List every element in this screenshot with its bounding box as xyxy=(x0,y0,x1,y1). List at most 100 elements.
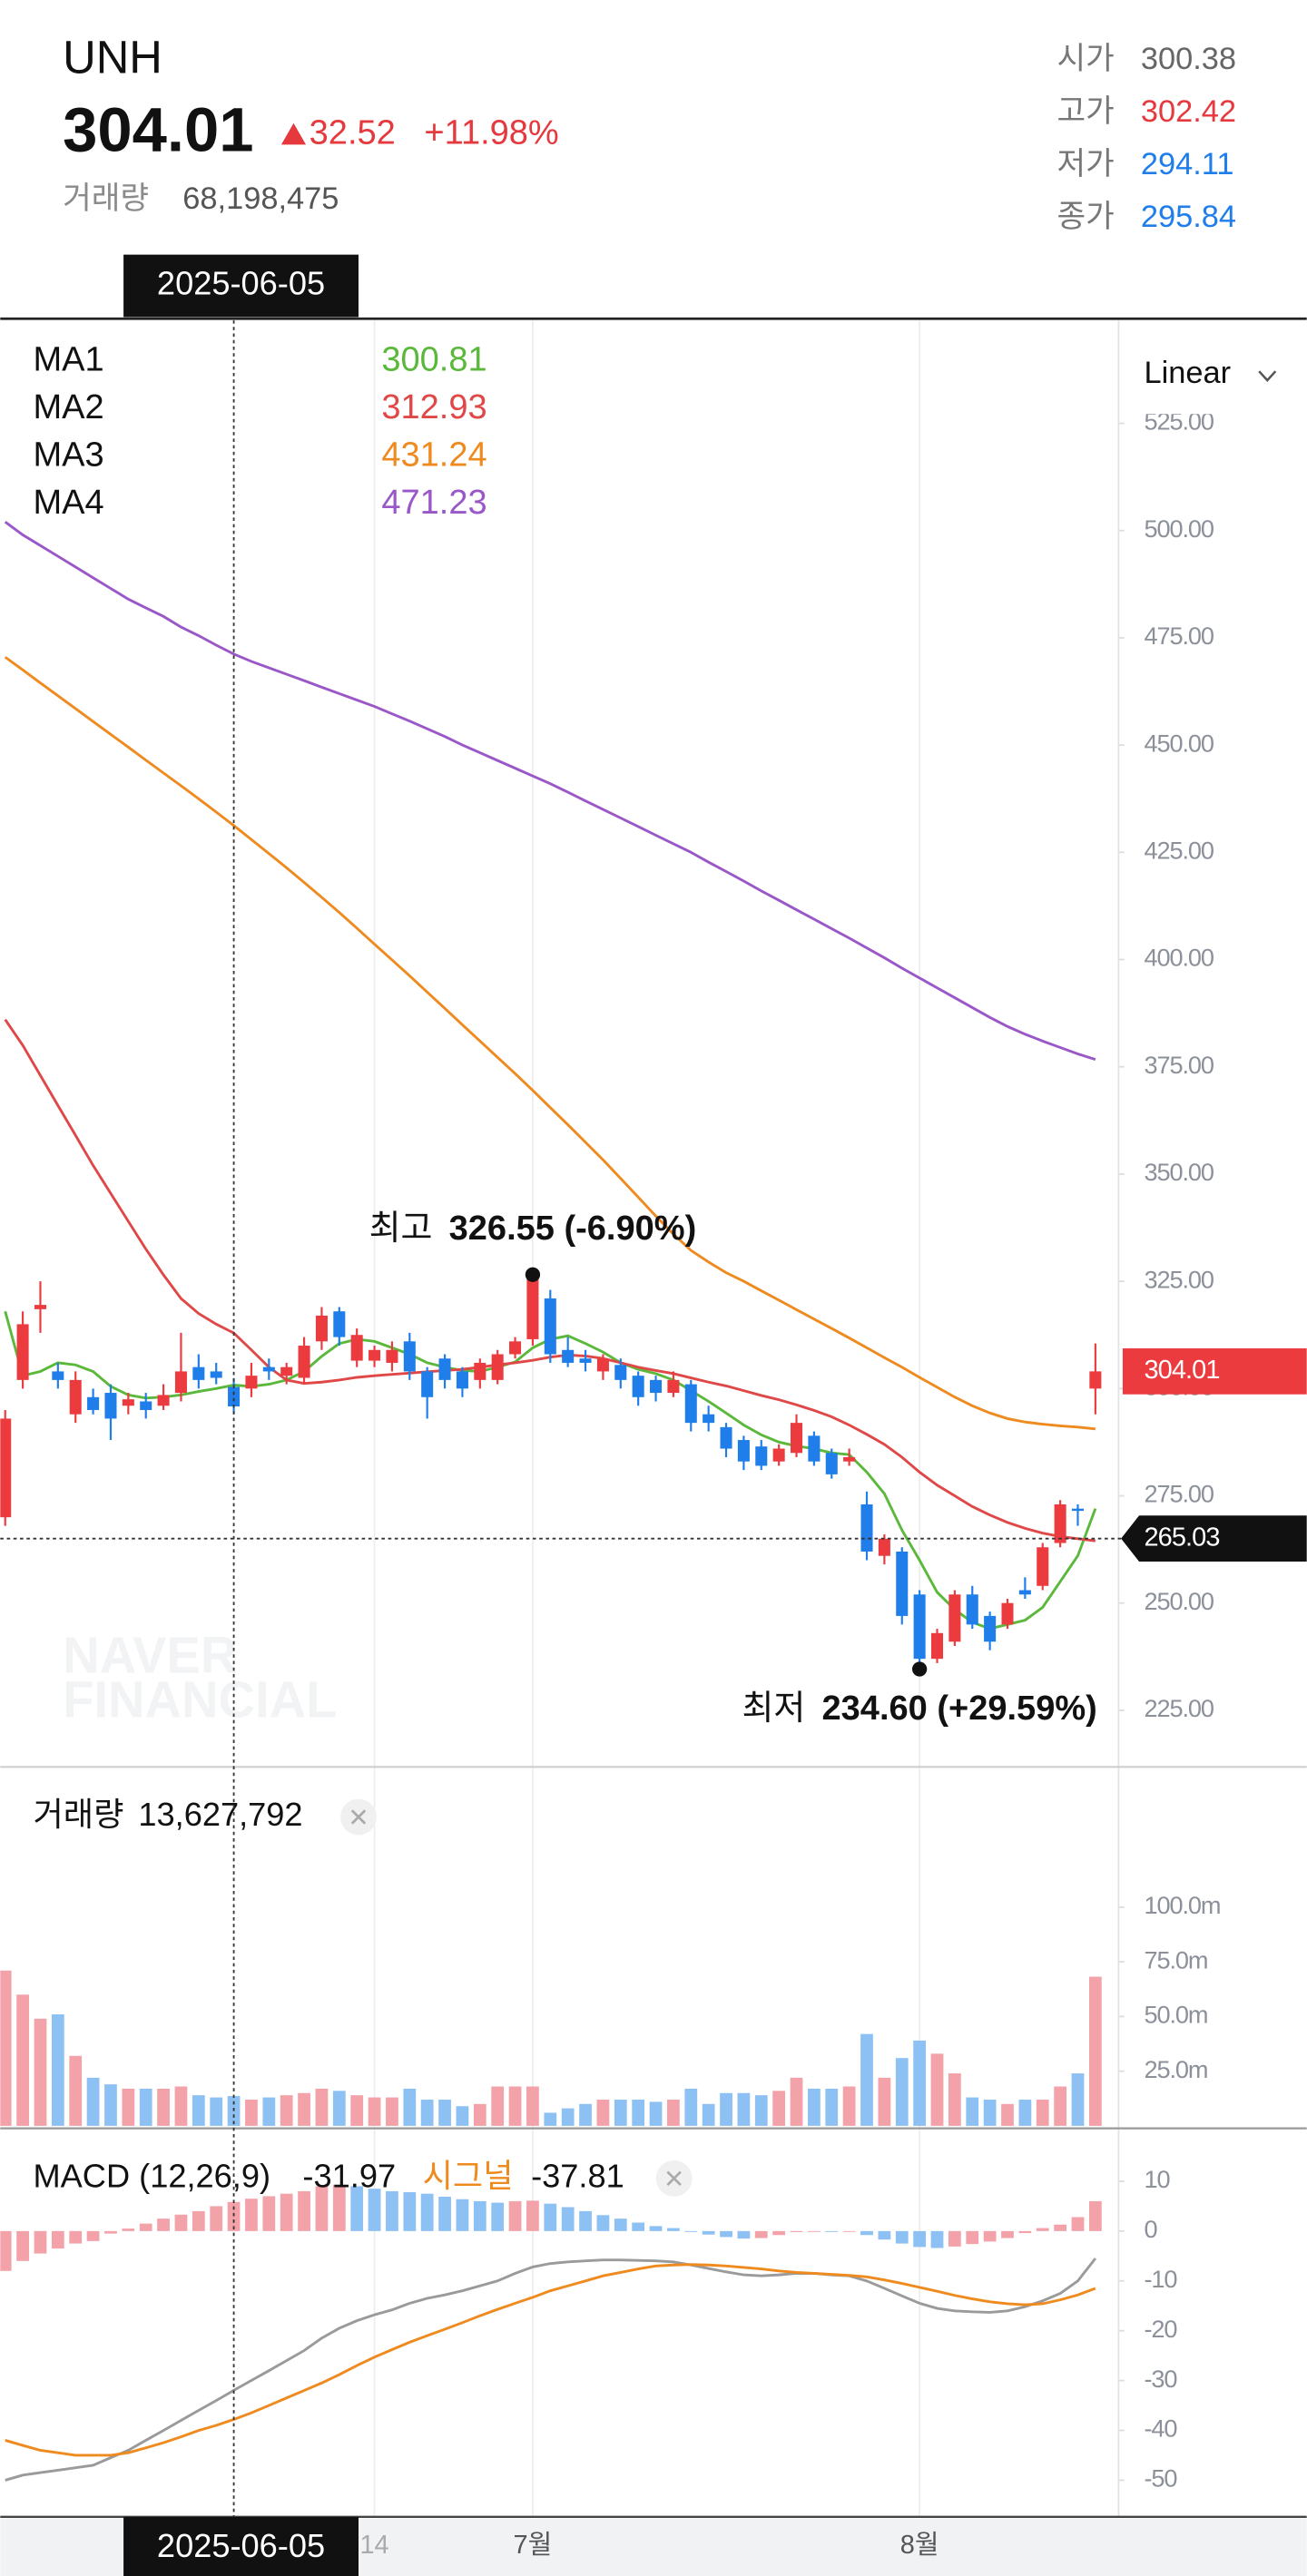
candle-body xyxy=(930,1632,944,1660)
macd-histogram xyxy=(684,2230,698,2232)
macd-histogram xyxy=(157,2218,170,2231)
ohlc-label: 시가 xyxy=(1056,42,1114,76)
chevron[interactable] xyxy=(1258,370,1277,383)
watermark: NAVER xyxy=(63,1627,237,1684)
macd-histogram xyxy=(614,2218,627,2231)
macd-histogram xyxy=(860,2230,873,2236)
macd-histogram xyxy=(262,2196,276,2231)
volume-bar xyxy=(825,2088,839,2126)
volume-bar xyxy=(754,2095,768,2126)
y-tick-label: 0 xyxy=(1144,2215,1157,2243)
volume-bar xyxy=(16,1994,29,2126)
macd-histogram xyxy=(438,2196,451,2231)
volume-label: 거래량 xyxy=(63,181,149,216)
volume-bar xyxy=(966,2097,979,2126)
macd-histogram xyxy=(508,2200,522,2231)
macd-histogram xyxy=(69,2230,83,2244)
candle-body xyxy=(791,1423,803,1454)
legend-label: MA1 xyxy=(34,340,104,378)
candle-body xyxy=(1001,1602,1014,1625)
y-tick-label: 450.00 xyxy=(1144,729,1214,757)
y-tick-label: 425.00 xyxy=(1144,837,1214,865)
volume-bar xyxy=(210,2097,223,2126)
candle-body xyxy=(808,1435,821,1462)
signal-value: -37.81 xyxy=(531,2157,624,2194)
macd-histogram xyxy=(139,2223,152,2231)
candle-body xyxy=(228,1386,241,1406)
change: 32.52 xyxy=(310,114,396,152)
candle-body xyxy=(579,1358,592,1363)
macd-histogram xyxy=(702,2230,715,2235)
signal-title: 시그널 xyxy=(423,2157,514,2194)
candle-body xyxy=(650,1379,663,1394)
macd-histogram xyxy=(315,2186,329,2231)
scale-dropdown[interactable]: Linear xyxy=(1144,356,1231,390)
volume-bar xyxy=(491,2086,505,2126)
volume-bar xyxy=(614,2099,627,2126)
volume-bar xyxy=(579,2103,592,2126)
volume-bar xyxy=(298,2092,310,2126)
volume-bar xyxy=(1054,2086,1067,2126)
macd-histogram xyxy=(298,2190,310,2231)
volume-bar xyxy=(596,2099,610,2126)
volume-bar xyxy=(649,2101,663,2126)
macd-histogram xyxy=(737,2230,751,2239)
annotation-label: 최저 xyxy=(742,1690,805,1728)
candle-body xyxy=(667,1379,680,1394)
candle-body xyxy=(1054,1503,1066,1543)
macd-histogram xyxy=(808,2230,821,2232)
close-macd[interactable] xyxy=(655,2160,693,2197)
annotation-dot xyxy=(525,1267,541,1282)
high-value: 302.42 xyxy=(1141,94,1236,129)
macd-histogram xyxy=(192,2210,205,2231)
macd-histogram xyxy=(526,2200,539,2231)
scale-dropdown-bg[interactable] xyxy=(1122,328,1307,415)
volume-bar xyxy=(913,2040,927,2126)
macd-histogram xyxy=(122,2228,135,2231)
volume-bar xyxy=(350,2095,364,2126)
y-tick-label: 250.00 xyxy=(1144,1587,1214,1615)
candle-body xyxy=(456,1371,468,1389)
candle-body xyxy=(632,1376,644,1397)
candle-body xyxy=(174,1371,187,1394)
candle-body xyxy=(614,1365,627,1380)
open-value: 300.38 xyxy=(1141,42,1236,76)
macd-histogram xyxy=(1018,2230,1032,2234)
macd-histogram xyxy=(790,2230,803,2232)
y-tick-label: -20 xyxy=(1144,2315,1177,2343)
candle-body xyxy=(1089,1371,1102,1389)
volume-bar xyxy=(1036,2099,1049,2126)
volume-title: 거래량 xyxy=(34,1796,124,1833)
candle-body xyxy=(245,1376,258,1389)
volume-bar xyxy=(544,2112,557,2126)
macd-histogram xyxy=(842,2230,856,2232)
macd-histogram xyxy=(227,2201,241,2231)
macd-histogram xyxy=(403,2192,417,2231)
candle-body xyxy=(16,1324,29,1380)
close-volume[interactable] xyxy=(340,1798,377,1836)
candle-body xyxy=(0,1418,12,1518)
macd-histogram xyxy=(895,2230,909,2244)
macd-histogram xyxy=(350,2186,364,2231)
ma-line xyxy=(4,656,1096,1431)
volume-bar xyxy=(51,2013,64,2126)
volume-bar xyxy=(1001,2103,1014,2126)
candle-body xyxy=(315,1315,328,1342)
candle-body xyxy=(350,1335,363,1361)
macd-pane xyxy=(0,2184,1102,2482)
volume-bar xyxy=(808,2088,821,2126)
candle-body xyxy=(140,1401,152,1410)
candle-body xyxy=(772,1448,785,1462)
macd-histogram xyxy=(966,2230,979,2245)
macd-histogram xyxy=(1071,2217,1085,2231)
volume-bar xyxy=(526,2086,539,2126)
y-tick-label: -30 xyxy=(1144,2365,1177,2393)
legend-label: MA4 xyxy=(34,484,104,522)
macd-histogram xyxy=(878,2230,891,2240)
macd-histogram xyxy=(420,2193,434,2231)
axes: 225.00250.00275.00300.00325.00350.00375.… xyxy=(1117,320,1222,2517)
macd-histogram xyxy=(104,2230,117,2234)
volume-pane xyxy=(0,1970,1102,2126)
candle-body xyxy=(562,1349,575,1363)
